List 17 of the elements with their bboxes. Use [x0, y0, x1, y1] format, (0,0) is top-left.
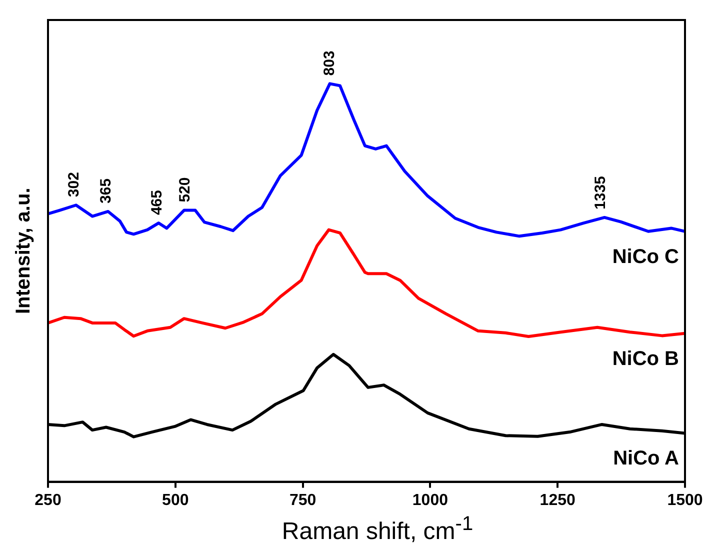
series-label: NiCo B	[612, 348, 679, 370]
x-tick-label: 1000	[412, 492, 448, 509]
x-tick-label: 1500	[667, 492, 703, 509]
annotation: 302	[66, 172, 83, 198]
annotation: 803	[320, 50, 338, 76]
series-label: NiCo C	[612, 246, 679, 268]
x-tick-label: 750	[289, 492, 316, 509]
x-axis-title: Raman shift, cm$^{-1}$	[280, 513, 474, 546]
x-tick-label: 500	[162, 492, 189, 509]
x-tick-label: 1250	[540, 492, 576, 509]
annotation: 1335	[592, 176, 610, 210]
annotation: 365	[98, 178, 115, 204]
series-label: NiCo A	[613, 448, 679, 470]
y-axis-title: Intensity, a.u.	[12, 188, 35, 314]
annotation: 520	[176, 177, 194, 202]
x-tick-label: 250	[34, 492, 62, 509]
annotation: 465	[148, 190, 166, 216]
